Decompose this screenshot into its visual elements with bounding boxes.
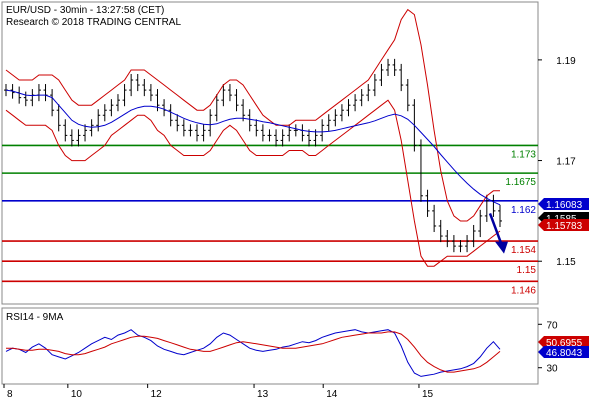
level-label-0: 1.173	[511, 149, 536, 160]
rsi-tag-box-0	[538, 336, 589, 348]
rsi-tag-label-1: 46.8043	[546, 348, 583, 359]
chart-title: EUR/USD - 30min - 13:27:58 (CET)	[6, 5, 164, 16]
price-line-bb-upper	[5, 8, 500, 222]
price-panel	[1, 1, 539, 305]
chart-subtitle: Research © 2018 TRADING CENTRAL	[6, 17, 181, 28]
trend-arrow-shaft	[488, 212, 504, 247]
rsi-axis: 70 30	[538, 320, 558, 375]
level-label-4: 1.15	[517, 265, 537, 276]
price-series	[4, 8, 502, 267]
level-label-2: 1.162	[511, 205, 536, 216]
rsi-tag-label-0: 50.6955	[546, 338, 583, 349]
price-levels: 1.173 1.1675 1.162 1.154 1.15 1.146	[2, 144, 538, 296]
price-line-ma	[5, 89, 501, 206]
price-tick-label-0: 1.19	[556, 56, 576, 67]
price-line-bb-lower	[5, 99, 501, 267]
price-tick-label-1: 1.17	[556, 157, 576, 168]
rsi-tick-label-1: 30	[546, 364, 558, 375]
time-tick-label-1: 10	[71, 389, 83, 400]
price-axis: 1.19 1.17 1.15	[538, 56, 576, 268]
rsi-line-rsi	[5, 329, 501, 377]
rsi-title: RSI14 - 9MA	[6, 312, 64, 323]
time-tick-label-3: 13	[257, 389, 269, 400]
time-tick-label-4: 14	[326, 389, 338, 400]
price-trend-arrow	[488, 212, 508, 254]
price-tag-label-2: 1.15783	[546, 221, 583, 232]
trend-arrow-head	[495, 241, 508, 254]
time-tick-label-0: 8	[7, 389, 13, 400]
time-tick-label-5: 15	[422, 389, 434, 400]
price-tag-label-0: 1.16083	[546, 200, 583, 211]
rsi-tag-box-1	[538, 346, 589, 358]
time-tick-label-2: 12	[151, 389, 163, 400]
rsi-tick-label-0: 70	[546, 320, 558, 331]
level-label-3: 1.154	[511, 245, 536, 256]
price-tag-box-0	[538, 198, 589, 210]
time-axis: 8 10 12 13 14 15	[3, 384, 434, 400]
rsi-line-rsi-ma	[6, 331, 501, 373]
price-tick-label-2: 1.15	[556, 257, 576, 268]
level-label-1: 1.1675	[505, 177, 536, 188]
level-label-5: 1.146	[511, 285, 536, 296]
rsi-series	[5, 329, 501, 377]
rsi-panel	[1, 307, 539, 385]
price-tag-box-2	[538, 219, 589, 231]
